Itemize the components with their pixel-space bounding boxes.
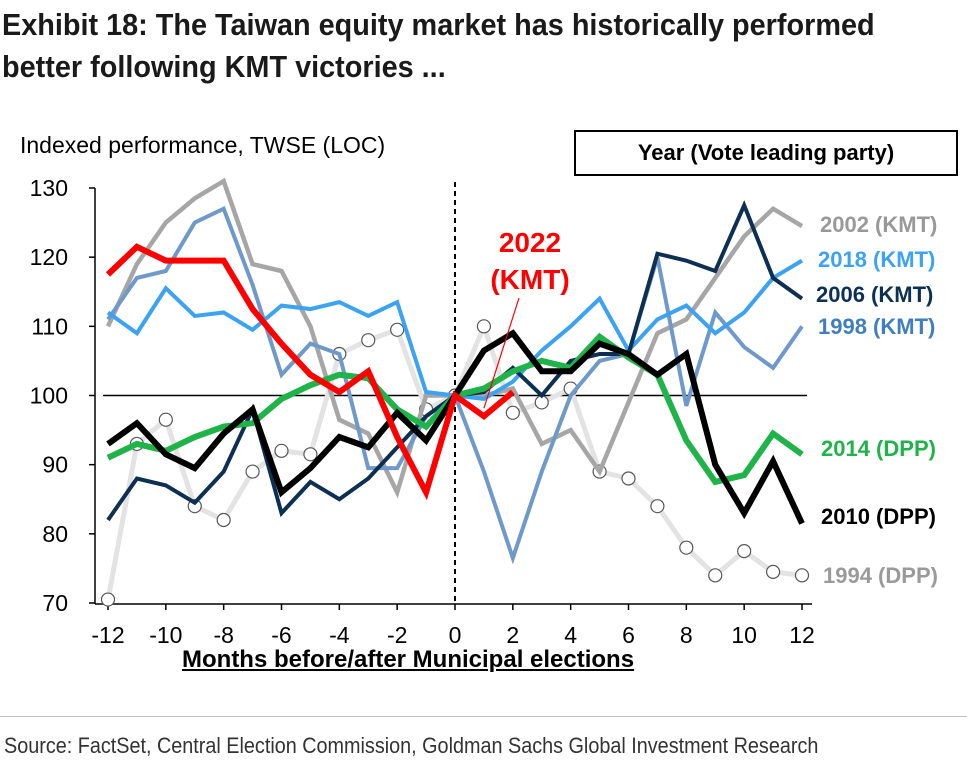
chart-title: Exhibit 18: The Taiwan equity market has… [2,7,875,84]
data-point-1994-dpp [100,592,116,607]
y-tick-label: 130 [30,175,68,201]
x-tick-label: 2 [506,622,519,648]
y-tick-label: 70 [42,590,68,616]
line-chart: 70 80 90 100 110 120 130 -12 -10 -8 -6 -4 -2 0 2 4 6 8 10 1… [30,175,938,648]
data-point-1994-dpp [650,499,665,514]
data-point-1994-dpp [765,564,781,579]
series-label-2014-dpp: 2014 (DPP) [821,436,936,461]
series-line-2022-kmt [105,243,515,501]
data-point-1994-dpp [245,464,260,479]
series-label-2010-dpp: 2010 (DPP) [821,504,936,529]
x-tick-label: -6 [271,622,291,648]
x-tick-label: 8 [680,622,693,648]
data-point-1994-dpp [737,544,752,559]
x-tick-label: 10 [731,622,757,648]
data-point-1994-dpp [390,322,405,337]
series-label-2018-kmt: 2018 (KMT) [818,247,935,272]
data-point-1994-dpp [794,568,810,583]
data-point-1994-dpp [679,540,694,555]
y-tick-label: 90 [42,452,68,478]
annotation-2022-party: (KMT) [490,264,569,295]
data-point-1994-dpp [505,405,520,420]
x-tick-label: -4 [329,622,350,648]
data-point-1994-dpp [708,568,723,583]
y-tick-label: 120 [30,244,68,270]
legend-title-box: Year (Vote leading party) [574,130,958,176]
x-tick-label: 0 [449,622,462,648]
series-label-2006-kmt: 2006 (KMT) [816,282,933,307]
y-tick-label: 100 [30,383,68,409]
annotation-2022-pointer [483,297,520,409]
series-label-1994-dpp: 1994 (DPP) [823,563,938,588]
x-tick-label: 6 [622,622,635,648]
x-tick-label: 12 [789,622,815,648]
data-point-1994-dpp [621,471,636,486]
divider [0,716,967,717]
annotation-2022-year: 2022 [499,227,561,258]
x-tick-label: -10 [149,622,182,648]
x-tick-label: -2 [387,622,407,648]
x-tick-label: 4 [564,622,577,648]
legend-title: Year (Vote leading party) [637,140,895,165]
y-tick-label: 80 [42,521,68,547]
source-note: Source: FactSet, Central Election Commis… [4,733,819,758]
series-label-2002-kmt: 2002 (KMT) [820,212,937,237]
series-2022-kmt [105,243,515,501]
data-point-1994-dpp [303,447,318,462]
y-axis-label: Indexed performance, TWSE (LOC) [20,132,386,158]
y-tick-label: 110 [31,313,68,339]
x-axis-label: Months before/after Municipal elections [182,646,635,673]
data-point-1994-dpp [274,443,289,458]
data-point-1994-dpp [158,412,173,427]
x-tick-label: -8 [213,622,233,648]
data-point-1994-dpp [476,319,492,334]
data-point-1994-dpp [216,512,231,528]
x-tick-label: -12 [91,622,124,648]
series-label-1998-kmt: 1998 (KMT) [818,314,935,339]
data-point-1994-dpp [361,333,376,348]
